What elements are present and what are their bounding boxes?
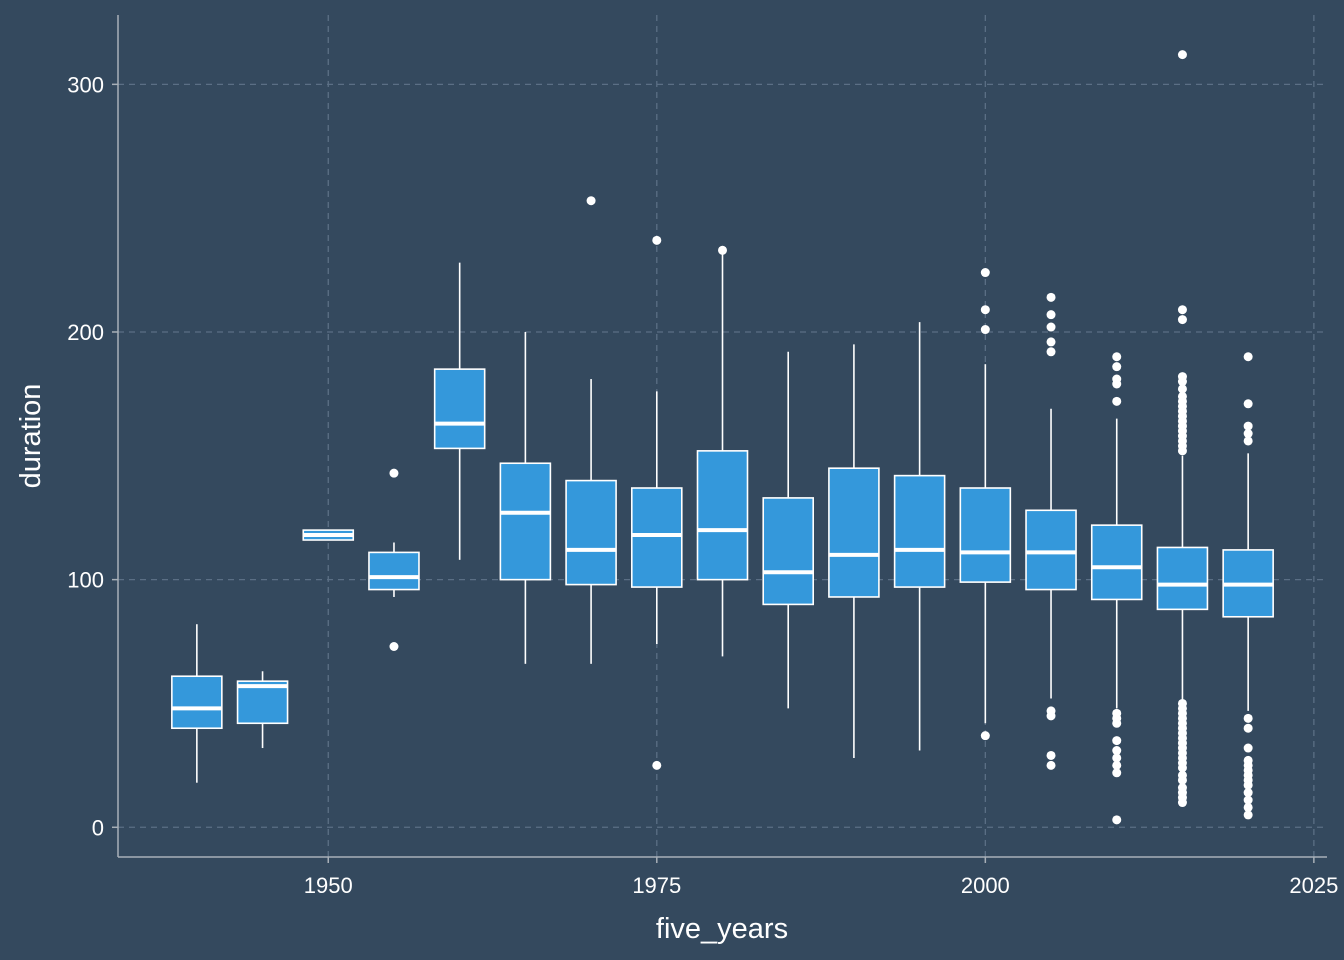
outlier-point (1046, 292, 1056, 302)
outlier-point (1112, 753, 1122, 763)
y-tick-label: 300 (67, 72, 104, 97)
outlier-point (1112, 362, 1122, 372)
outlier-point (389, 642, 399, 651)
outlier-point (980, 268, 990, 278)
outlier-point (1243, 743, 1253, 753)
outlier-point (1112, 736, 1122, 746)
box-iqr (696, 450, 749, 581)
outlier-point (1177, 391, 1187, 401)
box-iqr (959, 487, 1012, 583)
box-group (499, 331, 552, 664)
outlier-point (1046, 347, 1056, 357)
box-group (696, 245, 749, 657)
outlier-point (980, 305, 990, 315)
outlier-point (1046, 760, 1056, 770)
box-group (1156, 50, 1209, 808)
outlier-point (1243, 352, 1253, 362)
outlier-point (1112, 760, 1122, 770)
outlier-point (1177, 384, 1187, 394)
outlier-point (1112, 768, 1122, 778)
outlier-point (1243, 810, 1253, 820)
box-iqr (368, 551, 420, 591)
outlier-point (1177, 770, 1187, 780)
outlier-point (1177, 50, 1187, 60)
outlier-point (1112, 396, 1122, 406)
x-tick-label: 1975 (632, 873, 681, 898)
outlier-point (1177, 305, 1187, 315)
outlier-point (1243, 421, 1253, 431)
y-axis-title: duration (15, 384, 47, 489)
outlier-point (1177, 783, 1187, 793)
box-iqr (893, 474, 946, 588)
axes (117, 15, 1327, 858)
outlier-point (1243, 399, 1253, 409)
outlier-point (652, 235, 662, 245)
y-tick-label: 0 (92, 815, 104, 840)
outlier-point (1243, 795, 1253, 805)
box-iqr (499, 462, 552, 581)
outlier-point (1243, 713, 1253, 723)
x-tick-label: 2000 (961, 873, 1010, 898)
boxes (171, 50, 1274, 825)
outlier-point (1177, 372, 1187, 382)
outlier-point (1243, 723, 1253, 733)
x-tick-label: 1950 (304, 873, 353, 898)
outlier-point (980, 731, 990, 741)
outlier-point (1177, 698, 1187, 708)
outlier-point (1243, 755, 1253, 765)
box-group (236, 671, 289, 749)
box-iqr (236, 680, 289, 725)
box-group (433, 262, 486, 560)
box-iqr (630, 487, 683, 588)
outlier-point (718, 245, 727, 255)
box-iqr (433, 368, 486, 450)
x-tick-label: 2025 (1289, 873, 1338, 898)
outlier-point (1046, 337, 1056, 347)
x-axis-title: five_years (656, 913, 788, 945)
outlier-point (1046, 310, 1056, 320)
box-group (368, 468, 420, 651)
box-iqr (762, 497, 815, 606)
y-tick-label: 200 (67, 320, 104, 345)
outlier-point (1112, 374, 1122, 384)
outlier-point (1243, 436, 1253, 446)
outlier-point (1177, 315, 1187, 325)
box-group (762, 351, 815, 709)
outlier-point (652, 760, 662, 770)
outlier-point (1243, 788, 1253, 798)
box-iqr (565, 479, 617, 586)
outlier-point (586, 196, 596, 206)
box-group (1090, 352, 1143, 825)
box-group (565, 196, 617, 664)
outlier-point (1243, 429, 1253, 439)
box-iqr (1025, 509, 1077, 591)
outlier-point (1112, 708, 1122, 718)
box-iqr (171, 675, 223, 730)
box-iqr (828, 467, 880, 598)
box-group (1222, 352, 1274, 820)
box-group (171, 624, 223, 783)
outlier-point (980, 325, 990, 335)
box-group (630, 235, 683, 770)
box-group (959, 268, 1012, 741)
box-group (302, 529, 355, 541)
outlier-point (1112, 815, 1122, 825)
box-group (1025, 292, 1077, 770)
box-iqr (1156, 546, 1209, 611)
outlier-point (389, 468, 399, 478)
tick-labels: 1950 1975 2000 2025 0 100 200 300 (67, 72, 1338, 898)
outlier-point (1112, 746, 1122, 756)
outlier-point (1046, 706, 1056, 716)
y-tick-label: 100 (67, 568, 104, 593)
outlier-point (1046, 750, 1056, 760)
box-group (828, 344, 880, 758)
outlier-point (1243, 802, 1253, 812)
outlier-point (1046, 322, 1056, 332)
outlier-point (1112, 352, 1122, 362)
box-iqr (1090, 524, 1143, 601)
box-group (893, 322, 946, 751)
